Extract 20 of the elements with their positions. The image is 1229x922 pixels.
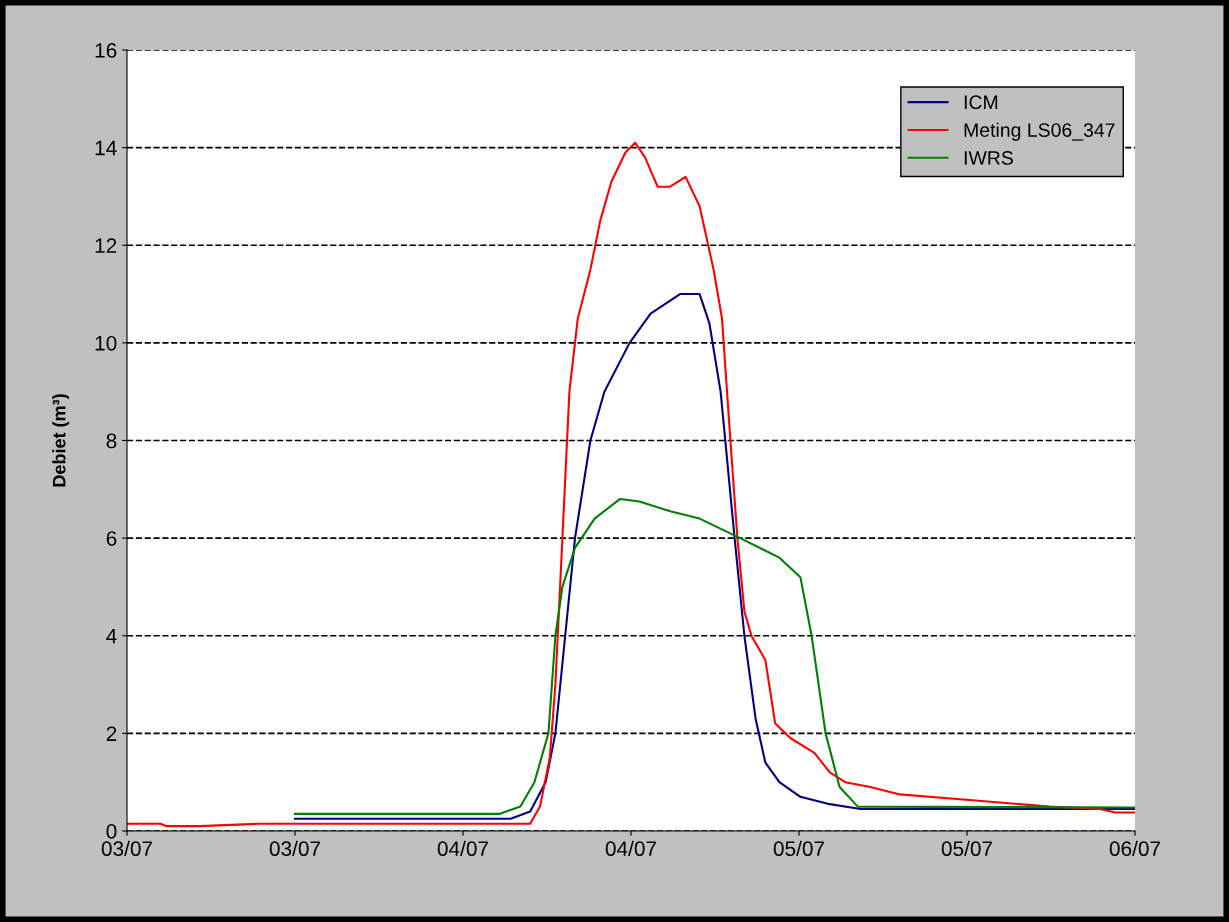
y-tick-label: 16 [95,43,117,58]
x-tick-label: 05/07 [773,840,825,857]
y-tick-label: 6 [106,531,117,546]
y-tick-label: 4 [106,628,117,644]
x-tick-label: 03/07 [101,840,153,857]
x-tick-label: 06/07 [1109,840,1161,857]
y-axis-title: Debiet (m³) [52,394,70,487]
x-tick-label: 04/07 [437,840,489,857]
x-tick-label: 03/07 [269,840,321,857]
y-tick-label: 14 [95,140,117,156]
x-tick-label: 04/07 [605,840,657,857]
legend-label: ICM [964,95,998,110]
legend-label: Meting LS06_347 [964,122,1115,141]
y-tick-label: 10 [95,335,117,351]
y-tick-label: 8 [106,433,117,449]
y-tick-label: 12 [95,238,117,253]
y-tick-label: 2 [106,726,117,741]
x-tick-label: 05/07 [941,840,993,857]
legend-label: IWRS [964,151,1013,165]
y-tick-label: 0 [106,824,117,839]
